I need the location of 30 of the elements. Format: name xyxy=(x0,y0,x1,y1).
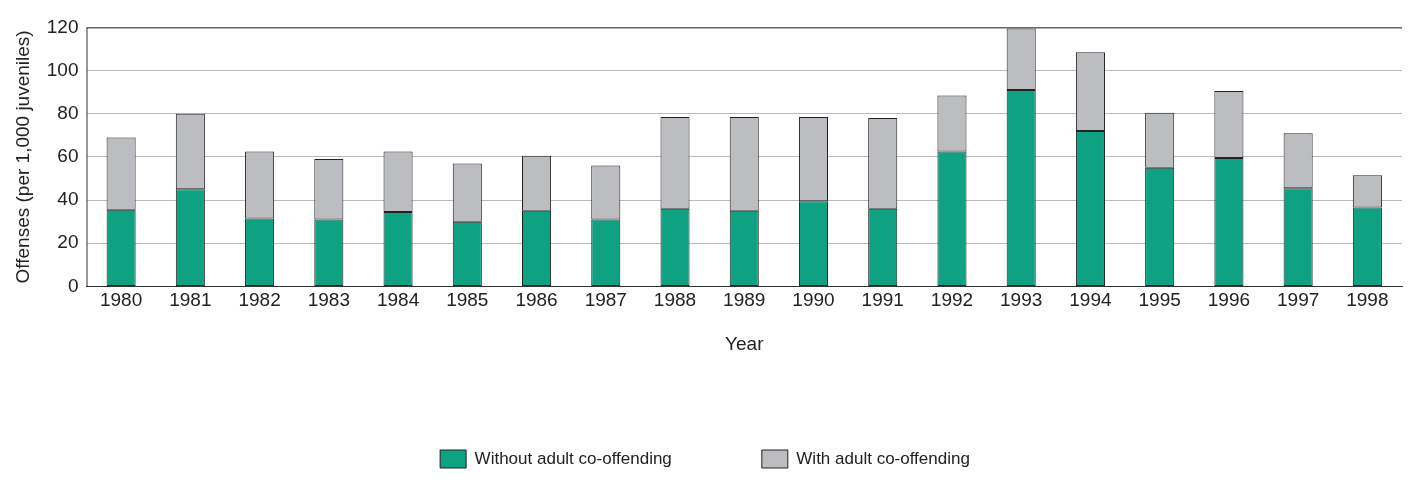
x-tick-label: 1993 xyxy=(1000,289,1043,311)
x-tick-label: 1989 xyxy=(723,289,766,311)
y-tick-label: 20 xyxy=(57,231,79,253)
x-tick-label: 1987 xyxy=(584,289,627,311)
y-tick-label: 60 xyxy=(57,145,79,167)
x-tick-label: 1981 xyxy=(169,289,212,311)
x-tick-label: 1996 xyxy=(1207,289,1251,311)
y-tick-label: 100 xyxy=(46,58,79,80)
x-tick-label: 1986 xyxy=(515,289,558,311)
x-tick-label: 1980 xyxy=(99,289,143,311)
x-tick-label: 1982 xyxy=(238,289,281,311)
x-tick-label: 1998 xyxy=(1346,289,1389,311)
y-tick-label: 0 xyxy=(67,274,79,296)
x-tick-label: 1990 xyxy=(792,289,835,311)
y-axis-title: Offenses (per 1,000 juveniles) xyxy=(11,30,33,284)
legend-label: Without adult co-offending xyxy=(474,448,672,468)
legend-label: With adult co-offending xyxy=(796,448,970,468)
x-tick-label: 1984 xyxy=(376,289,420,311)
y-tick-label: 40 xyxy=(57,188,79,210)
y-tick-label: 120 xyxy=(46,15,79,37)
x-tick-label: 1983 xyxy=(307,289,350,311)
x-tick-label: 1988 xyxy=(653,289,697,311)
x-tick-label: 1994 xyxy=(1069,289,1112,311)
x-tick-label: 1995 xyxy=(1138,289,1181,311)
x-tick-label: 1991 xyxy=(861,289,904,311)
x-tick-label: 1985 xyxy=(446,289,489,311)
y-tick-label: 80 xyxy=(57,101,79,123)
x-axis-title: Year xyxy=(725,332,765,354)
x-tick-label: 1997 xyxy=(1277,289,1320,311)
x-tick-label: 1992 xyxy=(930,289,974,311)
